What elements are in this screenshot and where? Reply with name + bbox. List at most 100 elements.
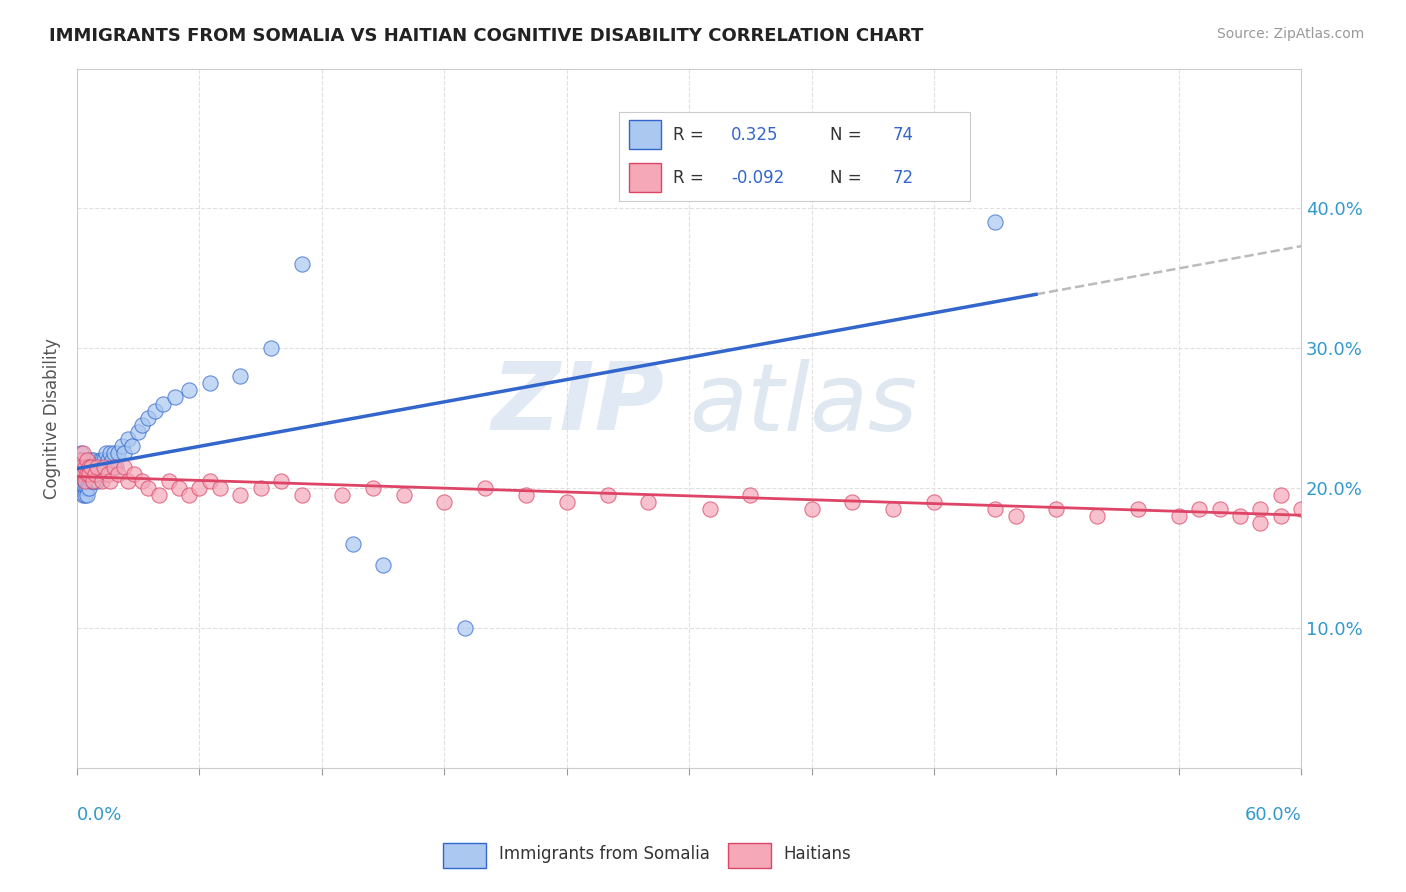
Point	[138, 411, 160, 425]
Point	[740, 488, 762, 502]
Point	[70, 474, 93, 488]
Point	[1229, 508, 1251, 523]
Point	[1004, 508, 1026, 523]
Point	[104, 460, 127, 475]
Point	[1270, 488, 1292, 502]
Point	[454, 621, 477, 635]
Point	[90, 453, 112, 467]
Point	[76, 474, 98, 488]
Point	[82, 460, 104, 475]
Point	[330, 488, 353, 502]
Point	[86, 467, 108, 481]
Point	[70, 460, 93, 475]
Point	[72, 453, 94, 467]
Point	[229, 488, 252, 502]
Point	[93, 460, 115, 475]
Point	[596, 488, 619, 502]
Point	[117, 432, 139, 446]
Point	[80, 460, 103, 475]
Point	[75, 474, 97, 488]
Point	[122, 467, 145, 481]
Point	[76, 467, 98, 481]
Point	[143, 404, 166, 418]
Point	[79, 460, 101, 475]
Point	[112, 446, 135, 460]
Text: -0.092: -0.092	[731, 169, 785, 186]
Point	[882, 502, 904, 516]
Point	[112, 460, 135, 475]
Point	[98, 474, 121, 488]
Point	[84, 467, 107, 481]
Point	[270, 474, 292, 488]
Point	[433, 495, 456, 509]
Point	[637, 495, 659, 509]
Text: 60.0%: 60.0%	[1244, 806, 1301, 824]
Point	[371, 558, 394, 572]
Point	[107, 467, 129, 481]
Point	[121, 439, 143, 453]
Point	[342, 537, 364, 551]
Point	[1208, 502, 1230, 516]
Point	[86, 474, 108, 488]
Point	[79, 467, 101, 481]
Point	[1249, 502, 1271, 516]
Point	[800, 502, 823, 516]
Point	[152, 397, 174, 411]
Point	[79, 481, 101, 495]
FancyBboxPatch shape	[443, 843, 486, 868]
Point	[82, 453, 104, 467]
Point	[98, 446, 121, 460]
Point	[80, 467, 103, 481]
Point	[89, 453, 111, 467]
Point	[86, 460, 108, 475]
Point	[76, 460, 98, 475]
Text: 0.325: 0.325	[731, 126, 779, 144]
Point	[70, 453, 93, 467]
Point	[70, 467, 93, 481]
Text: 0.0%: 0.0%	[77, 806, 122, 824]
Point	[76, 453, 98, 467]
Text: Immigrants from Somalia: Immigrants from Somalia	[499, 845, 710, 863]
Text: N =: N =	[830, 169, 860, 186]
Point	[1330, 502, 1353, 516]
Point	[290, 488, 312, 502]
Point	[72, 481, 94, 495]
Point	[84, 460, 107, 475]
Point	[79, 460, 101, 475]
Text: ZIP: ZIP	[492, 358, 665, 450]
Point	[94, 446, 117, 460]
Text: 74: 74	[893, 126, 914, 144]
Point	[922, 495, 945, 509]
Point	[97, 453, 120, 467]
Text: R =: R =	[673, 126, 704, 144]
Point	[188, 481, 211, 495]
Point	[127, 425, 149, 439]
Point	[79, 474, 101, 488]
Point	[1085, 508, 1108, 523]
Point	[67, 453, 90, 467]
Point	[167, 481, 190, 495]
Point	[515, 488, 537, 502]
Point	[555, 495, 578, 509]
Point	[249, 481, 271, 495]
FancyBboxPatch shape	[728, 843, 770, 868]
Point	[111, 439, 134, 453]
Point	[208, 481, 231, 495]
Point	[93, 453, 115, 467]
Point	[984, 215, 1007, 229]
FancyBboxPatch shape	[630, 163, 661, 192]
Point	[72, 488, 94, 502]
Point	[75, 460, 97, 475]
Point	[1351, 508, 1374, 523]
Point	[229, 369, 252, 384]
Point	[80, 460, 103, 475]
Text: atlas: atlas	[689, 359, 917, 450]
Point	[75, 488, 97, 502]
Point	[72, 460, 94, 475]
Point	[474, 481, 496, 495]
Point	[79, 453, 101, 467]
Point	[75, 474, 97, 488]
Text: R =: R =	[673, 169, 704, 186]
Y-axis label: Cognitive Disability: Cognitive Disability	[44, 338, 60, 499]
Point	[163, 390, 186, 404]
